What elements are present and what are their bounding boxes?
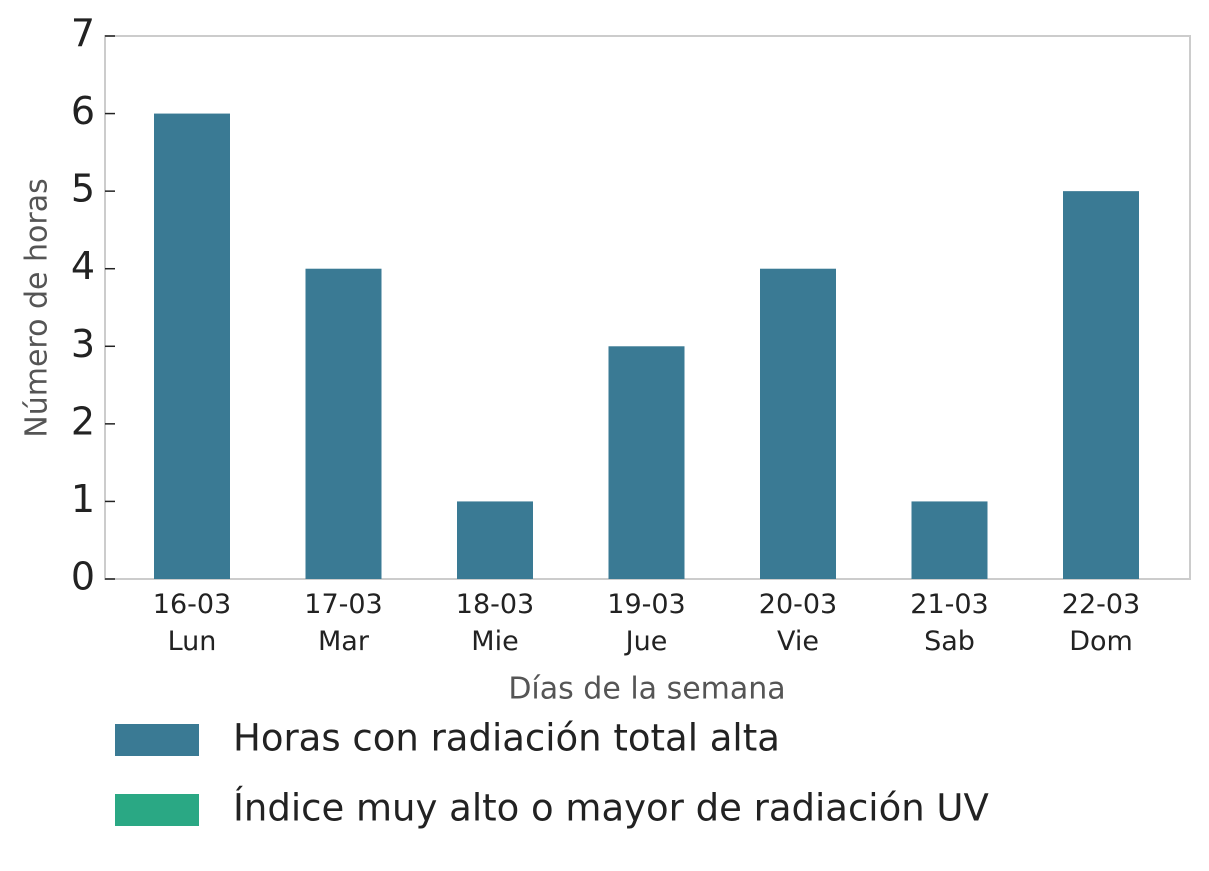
y-axis-label: Número de horas (20, 178, 55, 437)
x-tick-label: 18-03 Mie (456, 589, 534, 657)
bar (1063, 191, 1139, 579)
bar (457, 501, 533, 579)
x-tick-label: 21-03 Sab (910, 589, 988, 657)
x-tick-label: 19-03 Jue (607, 589, 685, 657)
bar (911, 501, 988, 579)
legend-swatch (115, 724, 199, 756)
bar (154, 113, 230, 580)
legend-label: Horas con radiación total alta (233, 717, 780, 760)
y-tick-label: 6 (71, 89, 95, 133)
bar (608, 346, 685, 579)
x-tick-label: 22-03 Dom (1062, 589, 1140, 657)
y-tick-label: 0 (71, 555, 95, 599)
y-tick-label: 5 (71, 167, 95, 211)
x-tick-label: 16-03 Lun (153, 589, 231, 657)
bar (305, 268, 382, 579)
y-tick-label: 2 (71, 399, 95, 443)
bar (760, 268, 836, 579)
x-tick-label: 17-03 Mar (304, 589, 382, 657)
legend-swatch (115, 794, 199, 826)
x-tick-label: 20-03 Vie (759, 589, 837, 657)
y-tick-label: 3 (71, 322, 95, 366)
y-tick-label: 7 (71, 12, 95, 56)
legend-label: Índice muy alto o mayor de radiación UV (233, 786, 989, 830)
y-tick-label: 4 (71, 244, 95, 288)
x-axis-label: Días de la semana (508, 672, 785, 707)
y-tick-label: 1 (71, 477, 95, 521)
